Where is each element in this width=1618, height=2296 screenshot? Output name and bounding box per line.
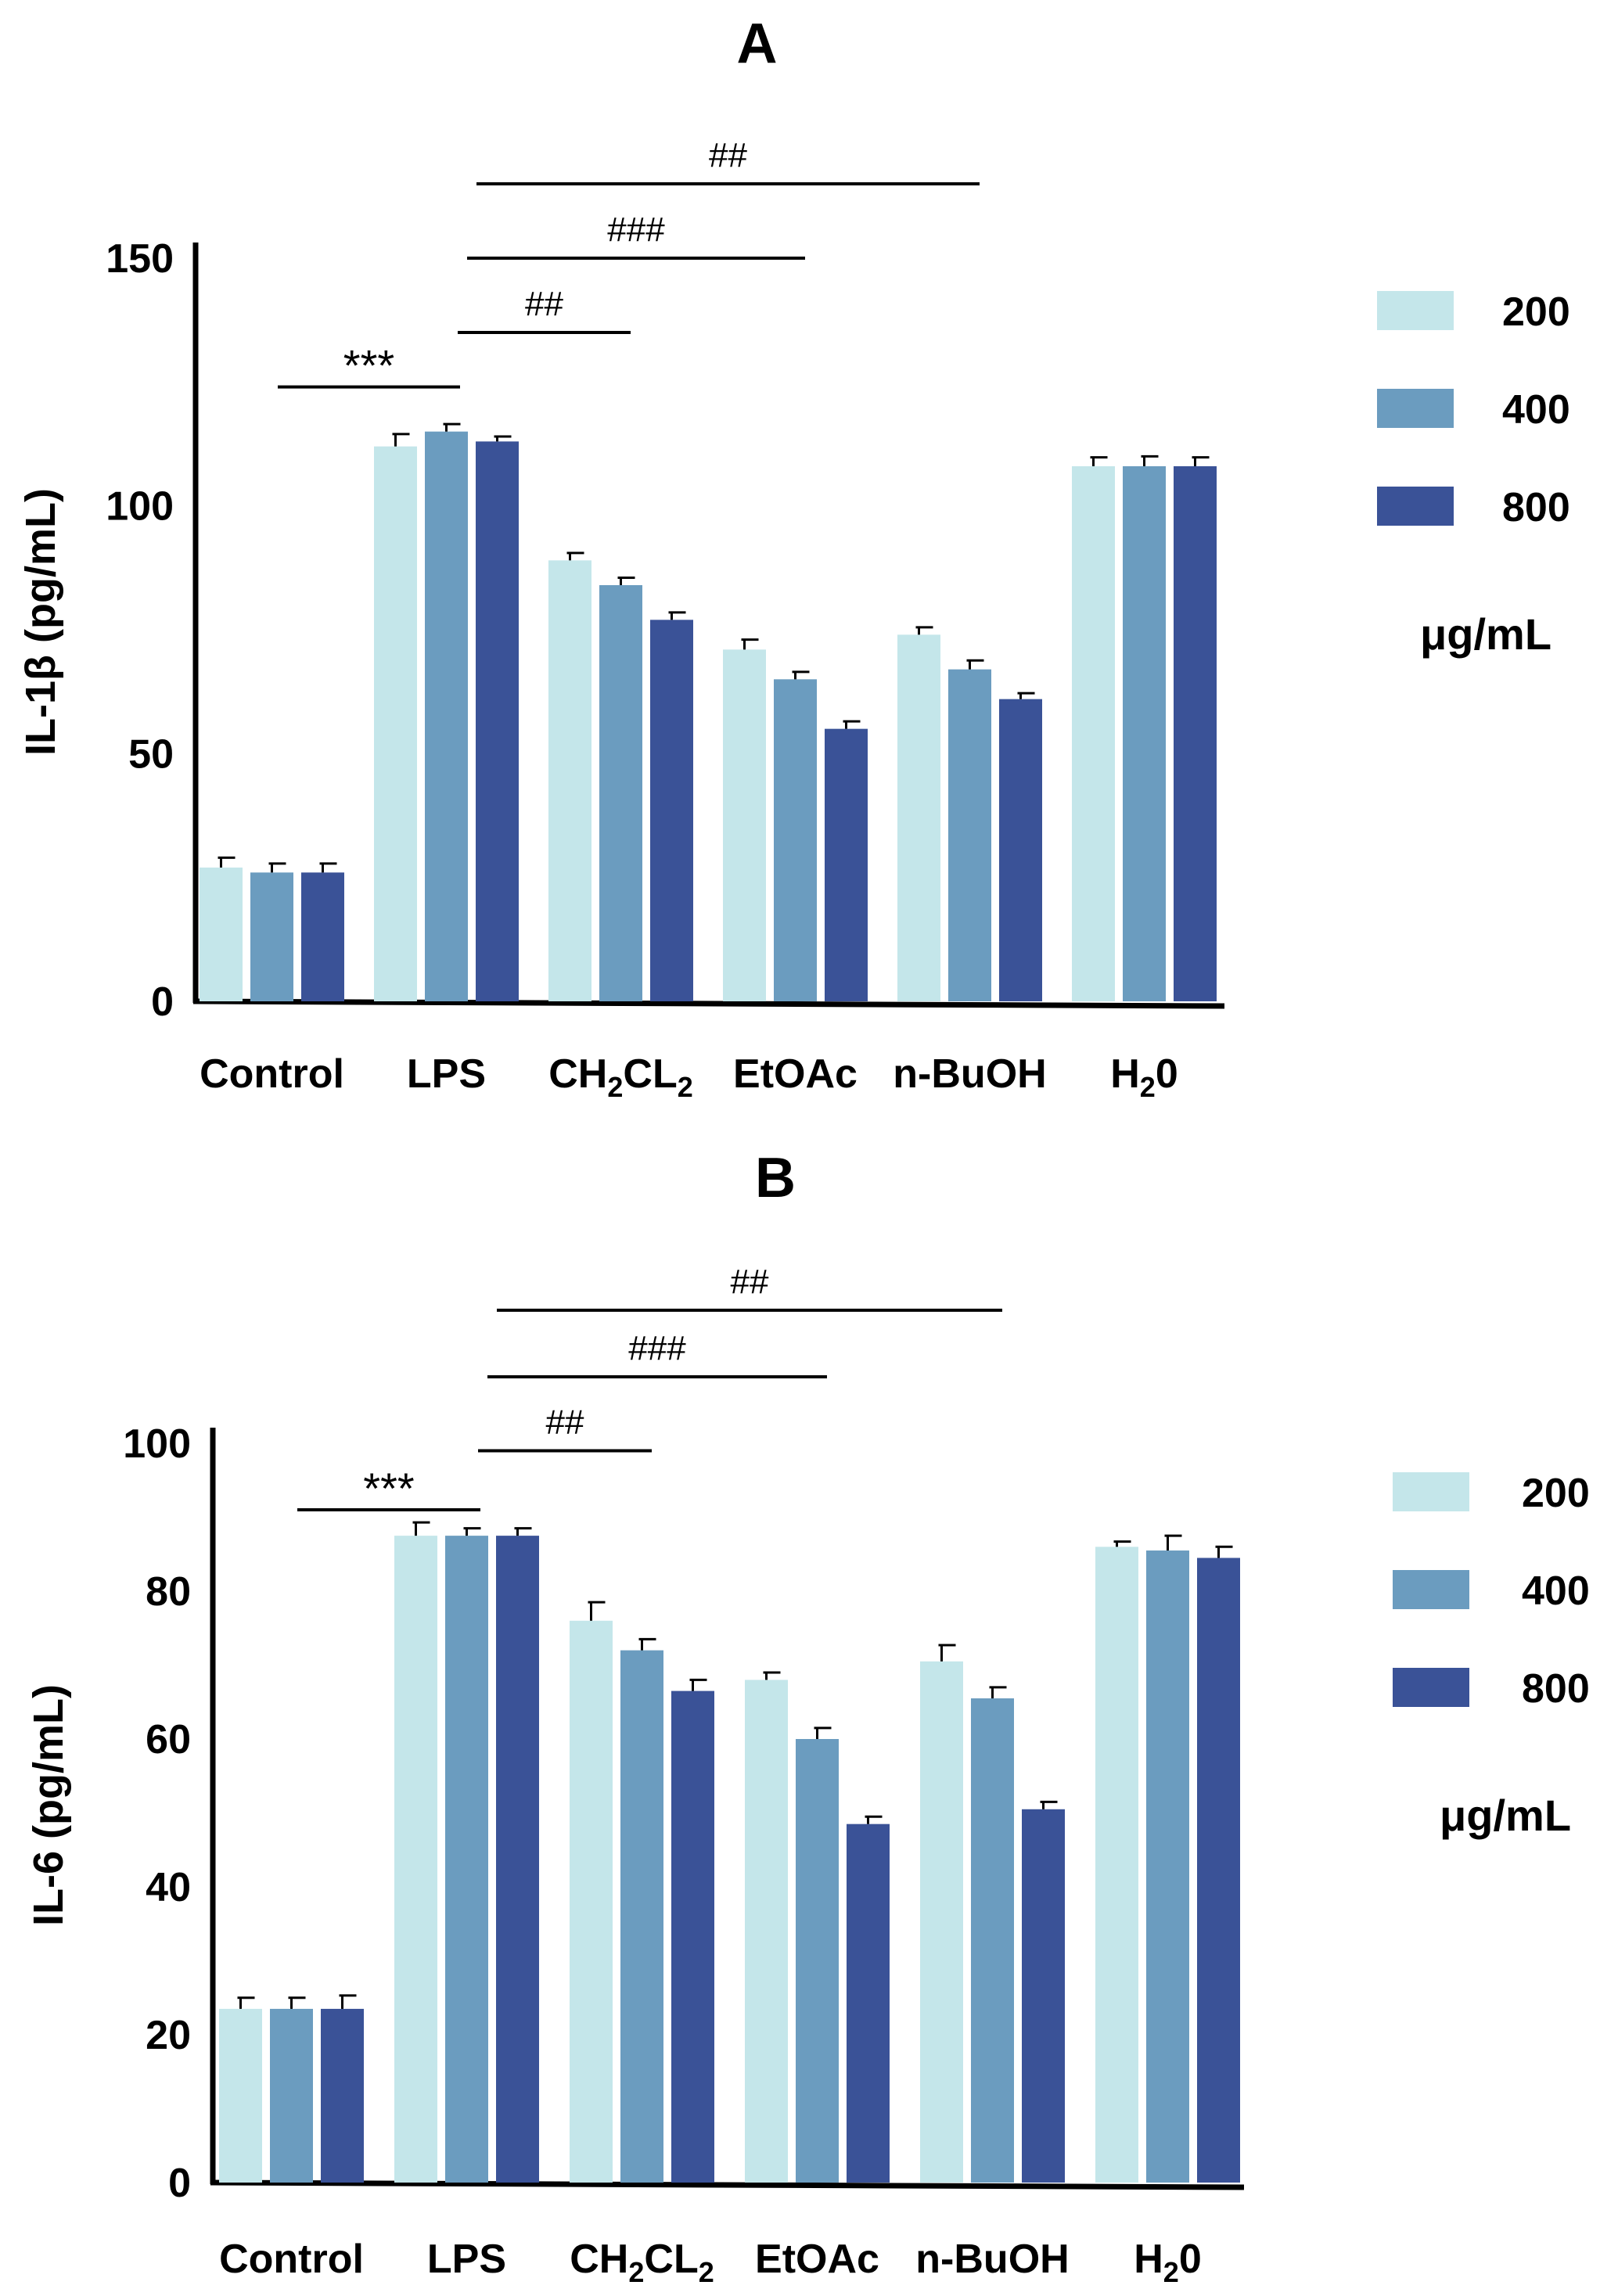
y-tick-label: 50 <box>128 731 174 777</box>
legend-label: 200 <box>1522 1471 1590 1516</box>
chart-panel-b: B 0 20 40 60 80 100 IL-6 (pg/mL) Control LPS CH2CL… <box>25 1147 1590 2288</box>
legend-label: 800 <box>1522 1666 1590 1712</box>
legend-label: 400 <box>1522 1568 1590 1614</box>
bar-400 <box>599 585 642 1001</box>
x-tick-label: EtOAc <box>733 1051 858 1097</box>
y-tick-label: 100 <box>123 1421 191 1467</box>
x-tick-label: CH2CL2 <box>570 2237 714 2288</box>
x-tick-label: EtOAc <box>755 2237 879 2282</box>
bar-200 <box>200 868 243 1001</box>
bar-400 <box>270 2008 313 2183</box>
bar-800 <box>847 1824 890 2183</box>
x-axis <box>210 2179 1245 2190</box>
bar-800 <box>301 872 344 1001</box>
y-tick-label: 0 <box>168 2161 191 2206</box>
x-tick-label: LPS <box>407 1051 486 1097</box>
bar-400 <box>796 1739 839 2183</box>
significance-label: ### <box>628 1329 686 1367</box>
legend-swatch-400 <box>1377 389 1454 428</box>
legend-unit: μg/mL <box>1420 609 1551 659</box>
bar-400 <box>948 669 991 1001</box>
bar-400 <box>425 431 468 1001</box>
y-tick-label: 0 <box>151 979 174 1025</box>
bar-800 <box>1022 1809 1065 2183</box>
x-tick-label: n-BuOH <box>893 1051 1046 1097</box>
significance-label: ### <box>607 210 665 249</box>
y-tick-label: 20 <box>146 2013 191 2058</box>
bar-800 <box>321 2008 364 2183</box>
significance-label: ## <box>546 1403 584 1441</box>
significance-label: ## <box>525 285 563 323</box>
legend-unit: μg/mL <box>1440 1791 1571 1840</box>
bar-200 <box>394 1536 437 2183</box>
legend-label: 400 <box>1502 387 1570 433</box>
bar-800 <box>650 620 693 1001</box>
y-axis-label: IL-1β (pg/mL) <box>17 488 64 756</box>
x-tick-label: n-BuOH <box>915 2237 1069 2282</box>
significance-label: *** <box>363 1464 414 1513</box>
bar-200 <box>723 649 766 1001</box>
legend-swatch-800 <box>1393 1668 1469 1707</box>
bar-400 <box>250 872 293 1001</box>
bar-800 <box>671 1691 714 2183</box>
bar-400 <box>774 679 817 1001</box>
chart-title: B <box>755 1147 796 1209</box>
bar-800 <box>496 1536 539 2183</box>
bar-200 <box>548 560 591 1001</box>
significance-label: ## <box>731 1263 769 1301</box>
bar-200 <box>897 634 940 1001</box>
x-tick-label: H20 <box>1110 1051 1178 1103</box>
bar-200 <box>920 1661 963 2183</box>
bar-200 <box>745 1680 788 2183</box>
bar-400 <box>971 1698 1014 2183</box>
bar-400 <box>1146 1550 1189 2183</box>
legend-swatch-400 <box>1393 1570 1469 1609</box>
x-tick-label: Control <box>200 1051 344 1097</box>
bar-200 <box>1095 1547 1138 2183</box>
chart-panel-a: A 0 50 100 150 IL-1β (pg/mL) Control LPS CH2CL2 E… <box>17 13 1570 1103</box>
y-tick-label: 150 <box>106 236 174 282</box>
legend-label: 800 <box>1502 485 1570 530</box>
legend-swatch-200 <box>1377 291 1454 330</box>
bar-200 <box>570 1620 613 2183</box>
x-axis <box>192 998 1225 1009</box>
bar-200 <box>374 446 417 1001</box>
bar-800 <box>1174 466 1217 1001</box>
bar-800 <box>825 728 868 1001</box>
significance-label: ## <box>709 136 747 174</box>
y-tick-label: 80 <box>146 1569 191 1615</box>
y-tick-label: 40 <box>146 1865 191 1910</box>
bar-800 <box>1197 1558 1240 2183</box>
bar-400 <box>620 1650 663 2183</box>
bar-400 <box>1123 466 1166 1001</box>
bar-800 <box>999 699 1042 1001</box>
legend-label: 200 <box>1502 289 1570 335</box>
y-tick-label: 60 <box>146 1717 191 1762</box>
bar-400 <box>445 1536 488 2183</box>
significance-label: *** <box>343 341 394 390</box>
bar-200 <box>1072 466 1115 1001</box>
x-tick-label: LPS <box>427 2237 506 2282</box>
chart-title: A <box>737 13 778 75</box>
y-tick-label: 100 <box>106 484 174 530</box>
bar-200 <box>219 2008 262 2183</box>
legend-swatch-200 <box>1393 1472 1469 1511</box>
bar-800 <box>476 441 519 1001</box>
legend-swatch-800 <box>1377 487 1454 526</box>
x-tick-label: CH2CL2 <box>548 1051 693 1103</box>
y-axis-label: IL-6 (pg/mL) <box>25 1684 72 1926</box>
x-tick-label: H20 <box>1134 2237 1202 2288</box>
x-tick-label: Control <box>219 2237 364 2282</box>
